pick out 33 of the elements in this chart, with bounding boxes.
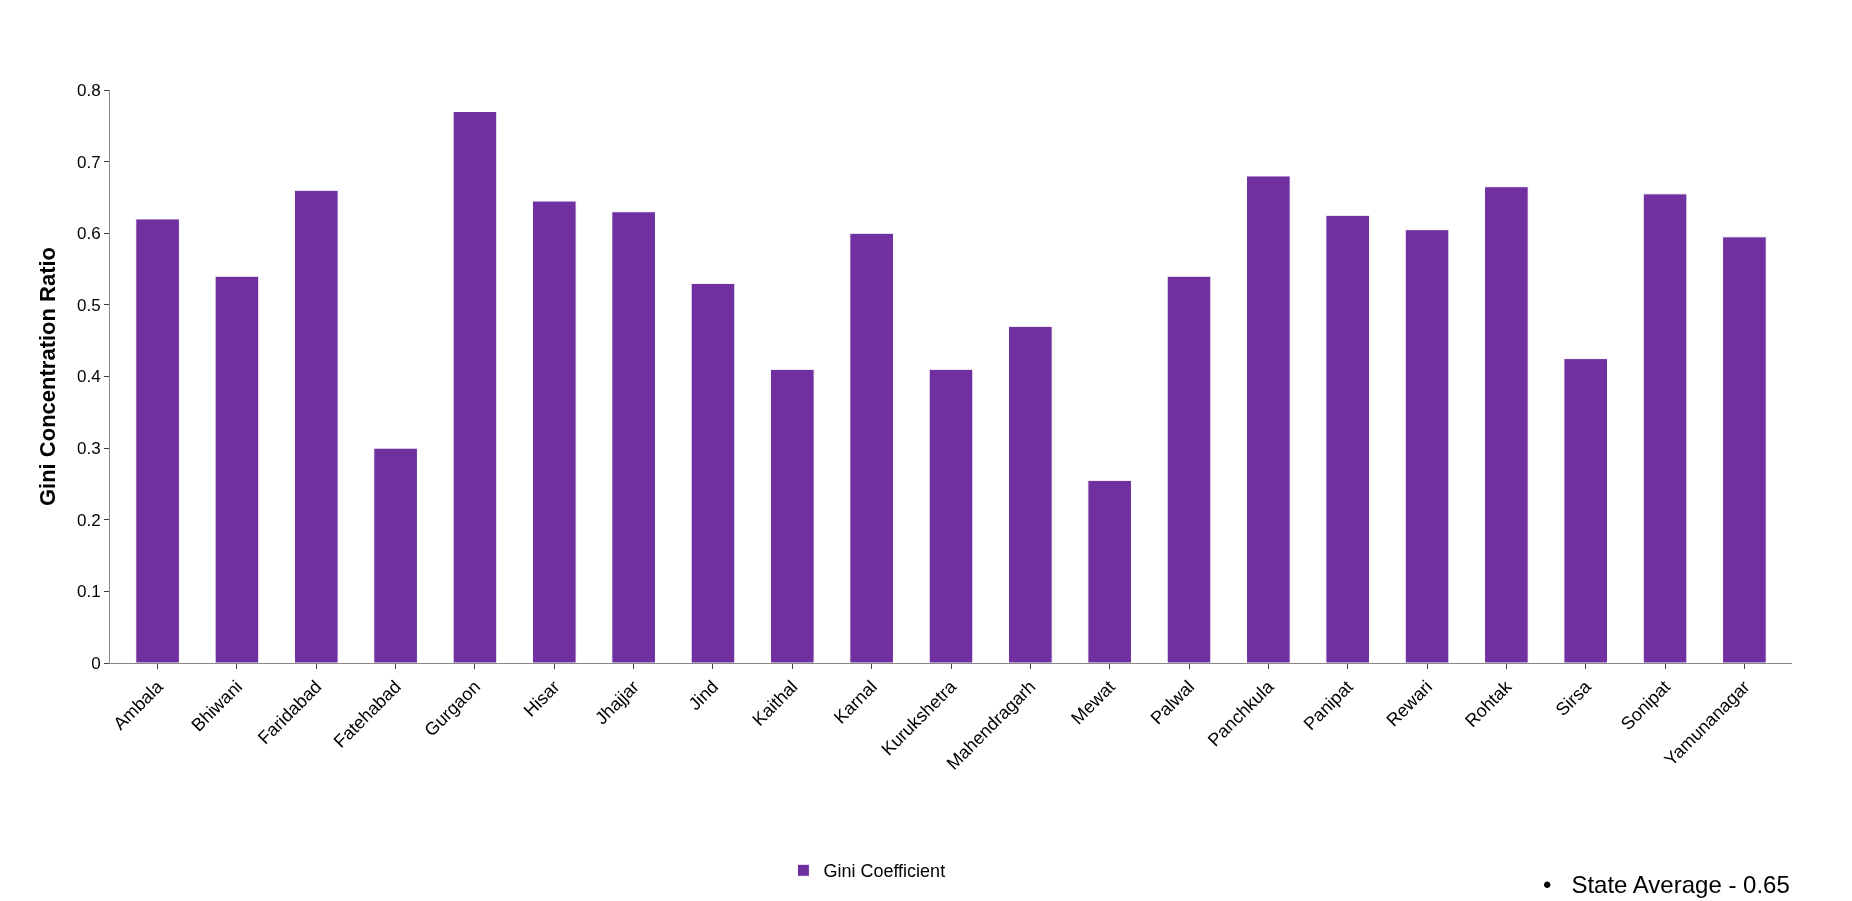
bar [1563, 358, 1609, 663]
bar [1008, 325, 1053, 663]
bar [1166, 275, 1212, 663]
bar [214, 275, 260, 663]
bar [928, 368, 974, 663]
bar [1642, 193, 1688, 663]
bar [1246, 175, 1291, 663]
y-tick-label: 0.4 [76, 367, 101, 387]
y-tick-label: 0 [91, 653, 101, 673]
y-tick-label: 0.5 [76, 295, 101, 315]
bar [1722, 236, 1767, 663]
bar [293, 189, 339, 663]
y-tick-label: 0.7 [76, 152, 101, 172]
bar [135, 218, 180, 663]
bar [690, 282, 736, 663]
bar [1484, 186, 1529, 663]
text: • State Average - 0.65 [1543, 871, 1790, 898]
bar [373, 447, 418, 663]
bar [1087, 479, 1132, 663]
bar [531, 200, 577, 663]
y-tick-label: 0.2 [76, 510, 101, 530]
y-axis-title: Gini Concentration Ratio [34, 246, 60, 507]
bar [1325, 214, 1371, 663]
legend-label: Gini Coefficient [823, 861, 946, 882]
y-tick-label: 0.1 [76, 582, 101, 602]
bar [849, 232, 894, 663]
y-tick-label: 0.6 [76, 224, 101, 244]
bar [452, 110, 498, 663]
y-tick-label: 0.8 [76, 80, 101, 100]
y-tick-label: 0.3 [76, 439, 101, 459]
bar [611, 211, 656, 663]
bar [1404, 229, 1450, 663]
bar [770, 368, 815, 663]
